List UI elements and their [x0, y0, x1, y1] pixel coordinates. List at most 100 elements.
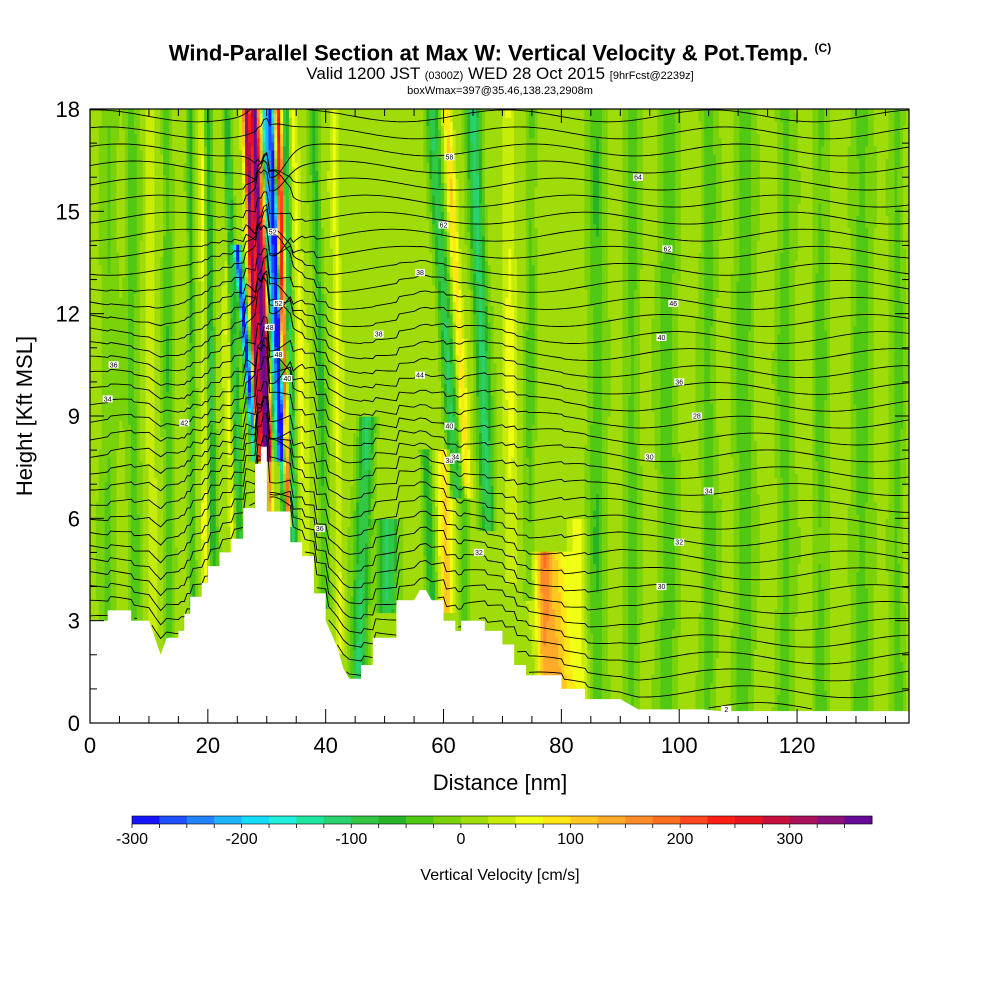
w-cell — [739, 501, 752, 507]
w-cell — [186, 493, 191, 499]
w-cell — [876, 575, 890, 581]
w-cell — [359, 551, 366, 556]
w-cell — [452, 538, 457, 544]
w-cell — [470, 604, 530, 609]
w-cell — [139, 587, 144, 593]
w-cell — [622, 534, 629, 540]
w-cell — [739, 592, 752, 597]
w-cell — [680, 514, 702, 519]
w-cell — [736, 657, 752, 663]
w-cell — [435, 575, 439, 581]
w-cell — [157, 612, 164, 618]
w-cell — [441, 542, 445, 548]
w-cell — [715, 514, 723, 519]
w-cell — [584, 624, 588, 630]
w-cell — [657, 530, 664, 536]
w-cell — [367, 506, 372, 511]
w-cell — [341, 575, 348, 581]
w-cell — [136, 501, 144, 507]
w-cell — [423, 542, 427, 548]
w-cell — [329, 587, 334, 593]
w-cell — [104, 604, 112, 609]
w-cell — [318, 501, 322, 507]
w-cell — [713, 592, 720, 597]
w-cell — [593, 661, 603, 667]
w-cell — [859, 563, 866, 569]
w-cell — [540, 567, 550, 573]
w-cell — [218, 538, 231, 544]
w-cell — [104, 538, 112, 544]
w-cell — [710, 702, 717, 708]
w-cell — [379, 579, 384, 585]
w-cell — [528, 514, 533, 519]
w-cell — [467, 608, 471, 614]
w-cell — [382, 538, 387, 544]
w-cell — [458, 518, 463, 524]
w-cell — [300, 530, 310, 536]
w-cell — [759, 587, 778, 593]
w-cell — [587, 542, 591, 548]
w-cell — [698, 649, 705, 655]
w-cell — [476, 522, 480, 528]
w-cell — [227, 493, 234, 499]
w-cell — [721, 583, 735, 589]
w-cell — [783, 506, 790, 511]
valid-date-label: WED 28 Oct 2015 — [468, 64, 606, 84]
w-cell — [587, 649, 591, 655]
w-cell — [531, 551, 536, 556]
w-cell — [593, 510, 600, 515]
w-cell — [789, 677, 796, 683]
w-cell — [110, 518, 117, 524]
w-cell — [364, 596, 369, 601]
w-cell — [713, 600, 720, 605]
w-cell — [850, 665, 857, 671]
w-cell — [166, 534, 173, 540]
w-cell — [777, 514, 784, 519]
w-cell — [900, 653, 907, 659]
w-cell — [429, 583, 436, 589]
w-cell — [730, 665, 738, 671]
w-cell — [90, 616, 100, 622]
w-cell — [584, 489, 591, 495]
w-cell — [587, 555, 591, 560]
w-cell — [774, 628, 781, 634]
w-cell — [721, 579, 735, 585]
w-cell — [458, 571, 463, 577]
w-cell — [294, 534, 299, 540]
w-cell — [657, 501, 664, 507]
w-cell — [130, 538, 141, 544]
w-cell — [215, 559, 220, 564]
w-cell — [110, 526, 117, 532]
w-cell — [443, 522, 448, 528]
w-cell — [850, 673, 857, 679]
w-cell — [356, 506, 360, 511]
w-cell — [130, 583, 141, 589]
w-cell — [847, 510, 857, 515]
w-cell — [903, 542, 909, 548]
w-cell — [171, 567, 179, 573]
w-cell — [534, 665, 539, 671]
w-cell — [130, 579, 141, 585]
w-cell — [850, 645, 857, 650]
w-cell — [364, 559, 369, 564]
w-cell — [476, 518, 480, 524]
w-cell — [601, 506, 609, 511]
w-cell — [458, 555, 463, 560]
w-cell — [438, 530, 442, 536]
w-cell — [534, 571, 539, 577]
w-cell — [636, 624, 641, 630]
w-cell — [359, 612, 363, 618]
w-cell — [300, 518, 310, 524]
w-cell — [894, 596, 901, 601]
w-cell — [797, 514, 814, 519]
w-cell — [900, 518, 904, 524]
w-cell — [566, 534, 574, 540]
w-cell — [367, 522, 372, 528]
w-cell — [894, 632, 901, 638]
w-cell — [730, 694, 738, 700]
w-cell — [859, 538, 866, 544]
w-cell — [701, 522, 705, 528]
w-cell — [189, 563, 196, 569]
w-cell — [435, 501, 439, 507]
w-cell — [897, 526, 904, 532]
